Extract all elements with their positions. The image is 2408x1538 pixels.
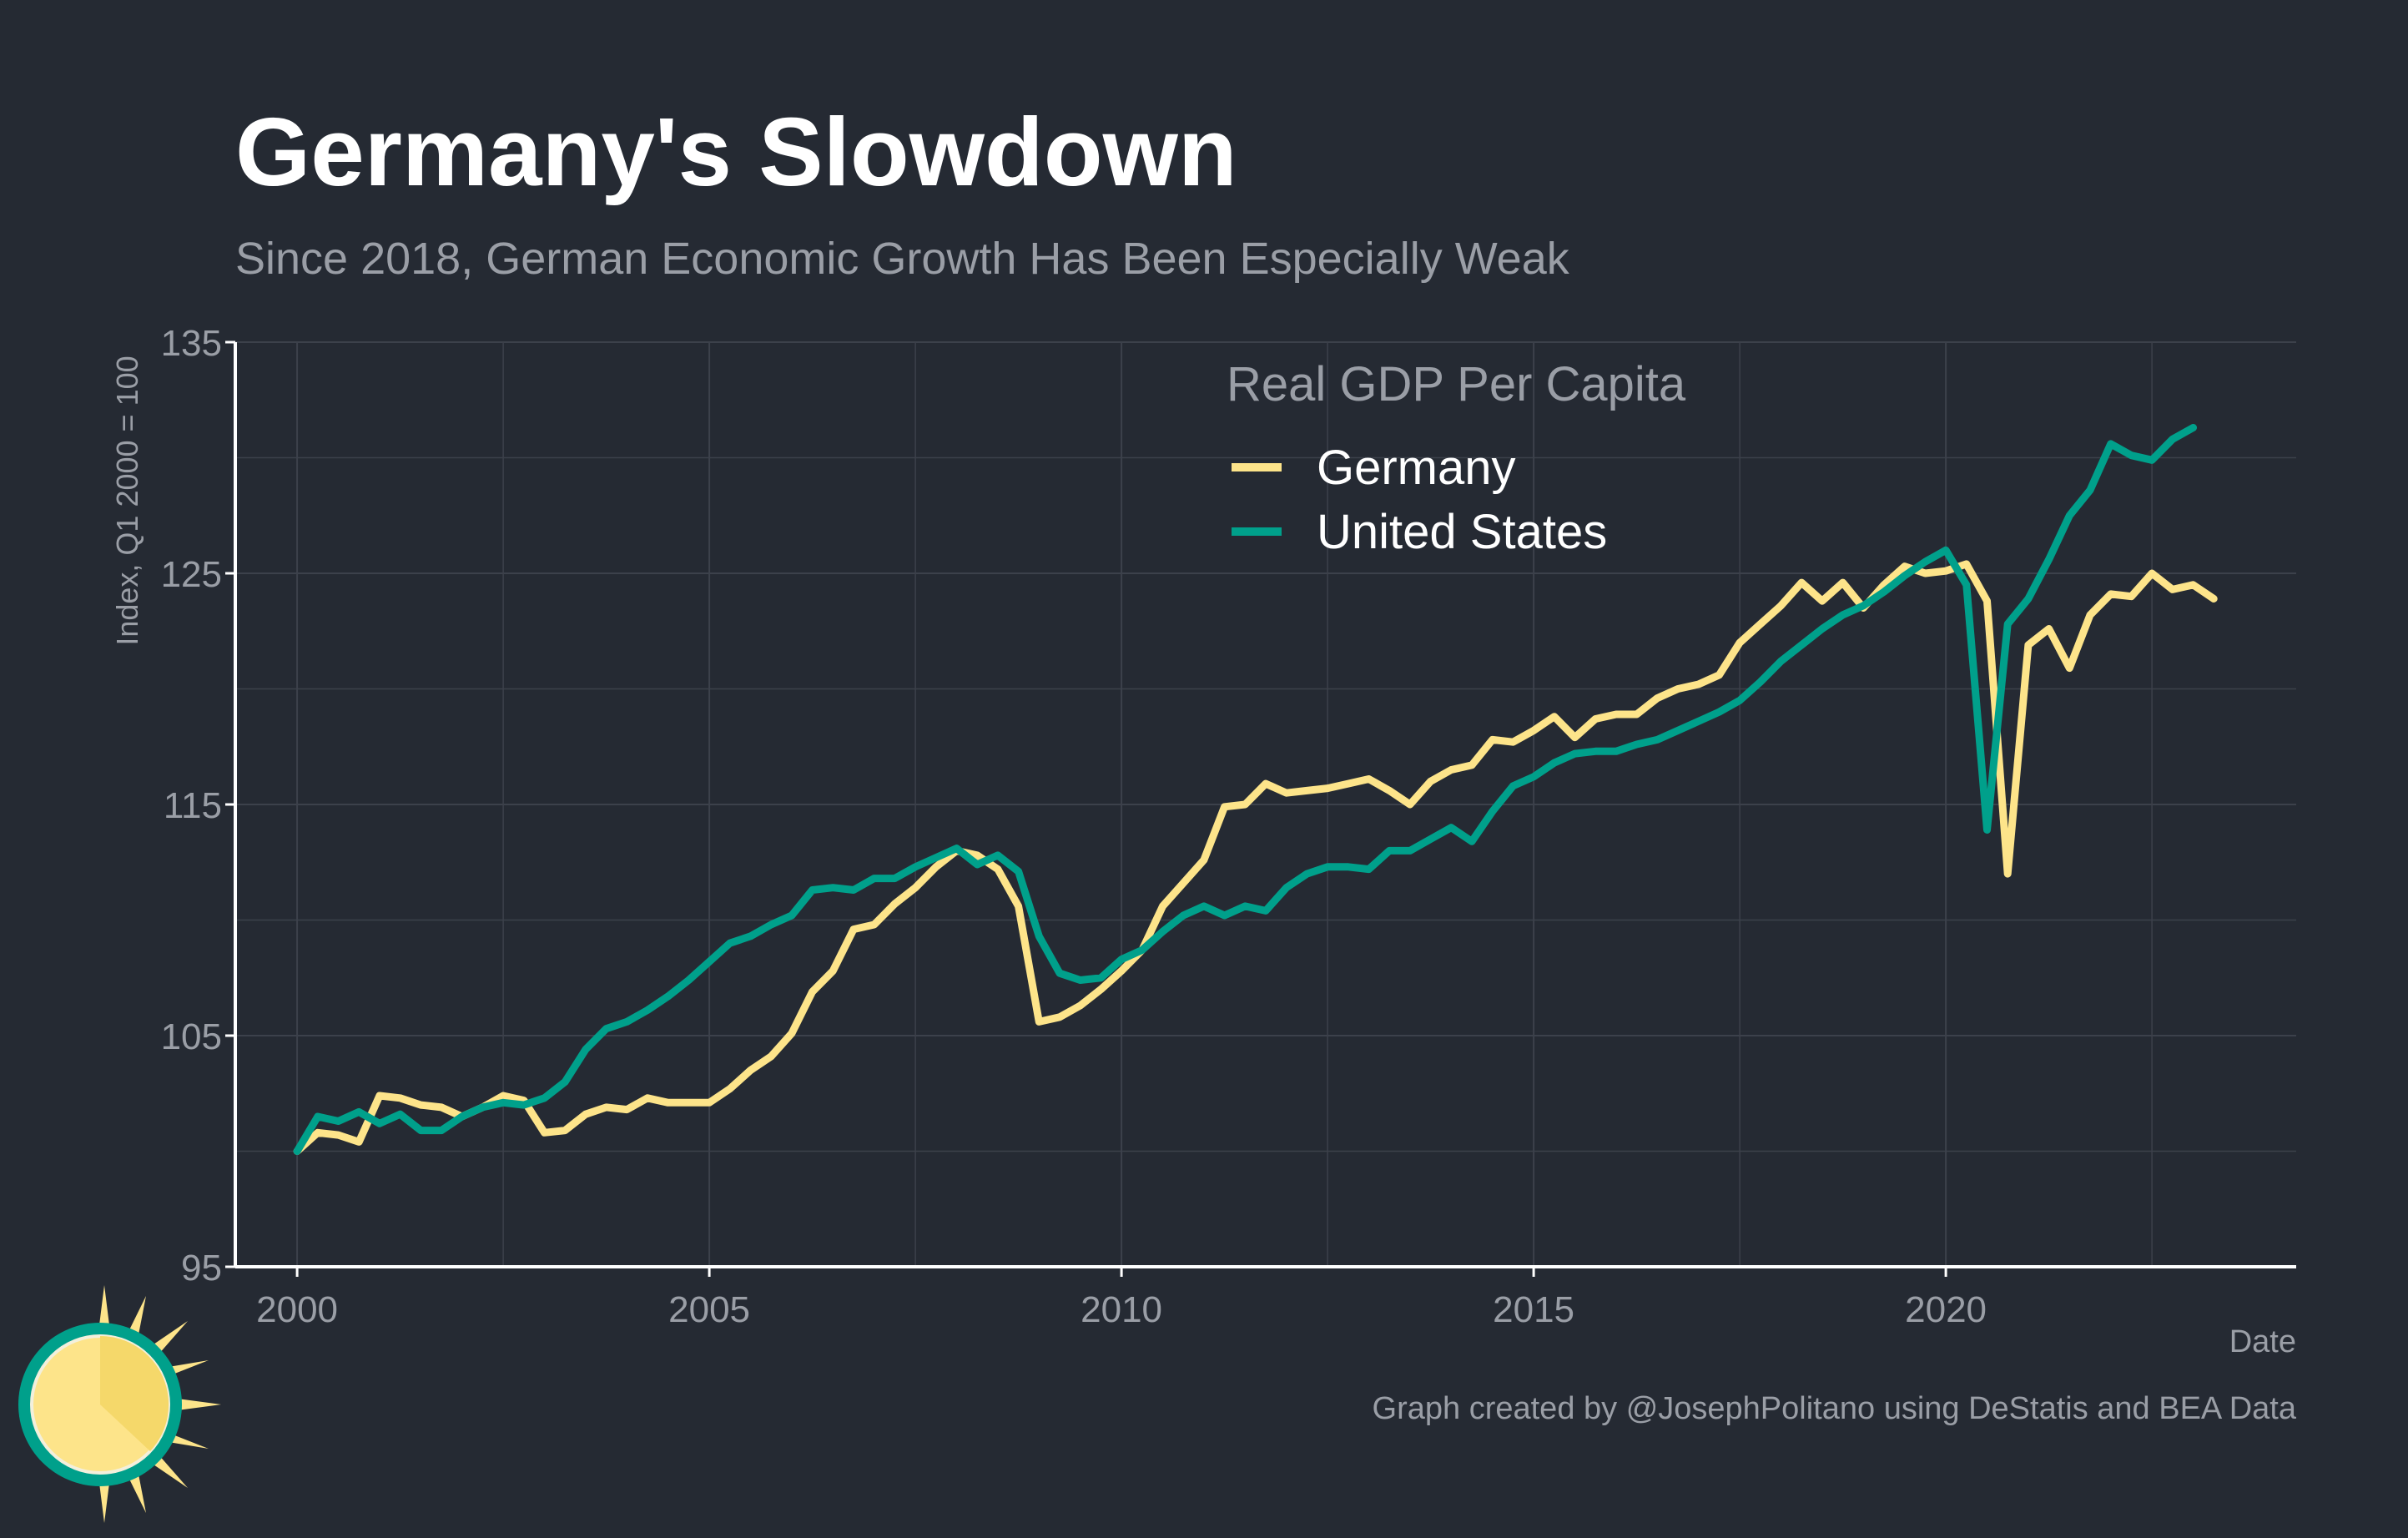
x-tick-label: 2005 [668,1289,750,1330]
sun-logo-icon [18,1285,221,1523]
series-lines [293,424,2218,1155]
y-tick-label: 135 [161,323,222,364]
x-tick-label: 2020 [1905,1289,1987,1330]
grid [235,341,2296,1268]
legend-label-united-states: United States [1317,505,1607,559]
y-axis-ticks: 95 105 115 125 135 [161,323,235,1288]
y-tick-label: 95 [181,1248,222,1288]
y-axis-title: Index, Q1 2000 = 100 [110,356,144,645]
x-tick-label: 2000 [256,1289,338,1330]
y-tick-label: 105 [161,1016,222,1057]
legend-label-germany: Germany [1317,441,1516,495]
x-axis-ticks: 2000 2005 2010 2015 2020 [256,1267,1987,1330]
legend: Real GDP Per Capita Germany United State… [1227,357,1686,559]
chart-subtitle: Since 2018, German Economic Growth Has B… [235,234,1570,284]
x-tick-label: 2010 [1081,1289,1162,1330]
y-tick-label: 125 [161,554,222,595]
y-tick-label: 115 [164,785,222,826]
series-line-united-states [293,424,2197,1155]
series-line-germany [293,560,2218,1155]
legend-title: Real GDP Per Capita [1227,357,1686,411]
x-tick-label: 2015 [1493,1289,1574,1330]
caption: Graph created by @JosephPolitano using D… [1373,1391,2297,1426]
x-axis-title: Date [2229,1324,2296,1359]
chart-title: Germany's Slowdown [235,98,1237,206]
